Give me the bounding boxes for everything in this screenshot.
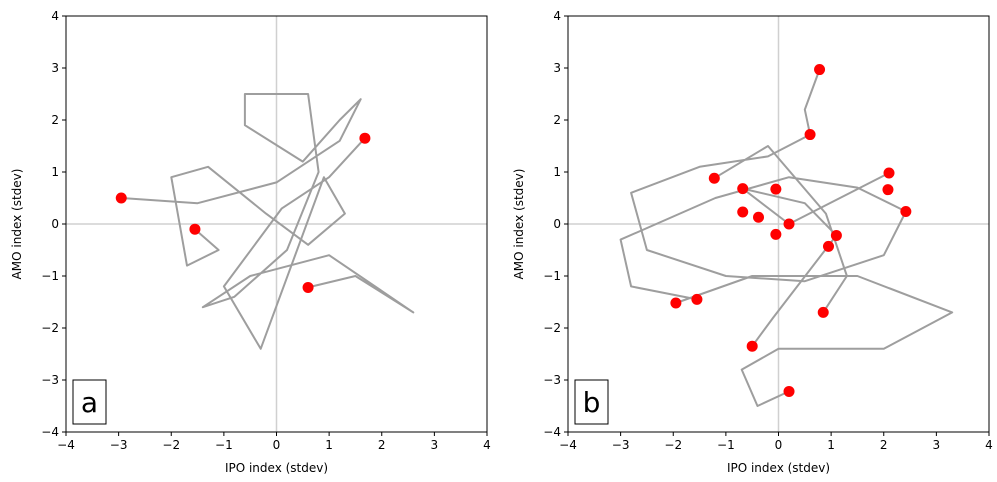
y-tick-label: −1	[543, 269, 561, 283]
y-tick-label: 4	[553, 9, 561, 23]
x-tick-label: −3	[110, 438, 128, 452]
y-tick-label: 0	[553, 217, 561, 231]
point	[770, 183, 782, 195]
y-axis-label: AMO index (stdev)	[512, 169, 526, 280]
y-tick-label: 1	[553, 165, 561, 179]
panel-annotation: b	[583, 386, 601, 419]
annotation-box	[72, 379, 107, 425]
point	[753, 211, 765, 223]
x-tick-label: −4	[559, 438, 577, 452]
x-tick-label: 3	[431, 438, 439, 452]
point	[814, 64, 826, 76]
point	[804, 129, 816, 141]
point	[746, 340, 758, 352]
x-tick-label: −1	[215, 438, 233, 452]
x-tick-label: 0	[775, 438, 783, 452]
point	[737, 206, 749, 218]
point	[830, 229, 842, 241]
point	[737, 183, 749, 195]
y-tick-label: −4	[41, 425, 59, 439]
y-tick-label: −2	[41, 321, 59, 335]
y-tick-label: 2	[51, 113, 59, 127]
x-axis-label: IPO index (stdev)	[225, 461, 328, 475]
x-tick-label: 4	[985, 438, 993, 452]
x-tick-label: 0	[273, 438, 281, 452]
y-tick-label: −3	[543, 373, 561, 387]
x-tick-label: −4	[57, 438, 75, 452]
panel-annotation: a	[81, 386, 98, 419]
y-tick-label: −2	[543, 321, 561, 335]
point	[783, 218, 795, 230]
y-tick-label: −1	[41, 269, 59, 283]
x-tick-label: 1	[827, 438, 835, 452]
y-tick-label: −4	[543, 425, 561, 439]
y-tick-label: 3	[51, 61, 59, 75]
point	[691, 293, 703, 305]
y-tick-label: 1	[51, 165, 59, 179]
point	[670, 297, 682, 309]
x-tick-label: 2	[880, 438, 888, 452]
y-tick-label: 4	[51, 9, 59, 23]
point	[189, 223, 201, 235]
point	[822, 240, 834, 252]
x-tick-label: 3	[933, 438, 941, 452]
annotation-box	[574, 379, 609, 425]
point	[770, 228, 782, 240]
x-tick-label: 2	[378, 438, 386, 452]
x-tick-label: 4	[483, 438, 491, 452]
y-axis-label: AMO index (stdev)	[10, 169, 24, 280]
point	[817, 306, 829, 318]
y-tick-label: 2	[553, 113, 561, 127]
x-tick-label: −3	[612, 438, 630, 452]
point	[359, 132, 371, 144]
x-tick-label: −2	[664, 438, 682, 452]
y-tick-label: −3	[41, 373, 59, 387]
point	[783, 385, 795, 397]
x-tick-label: −2	[162, 438, 180, 452]
y-tick-label: 3	[553, 61, 561, 75]
point	[115, 192, 127, 204]
trajectory	[121, 93, 415, 350]
x-tick-label: −1	[717, 438, 735, 452]
point	[900, 206, 912, 218]
point	[883, 167, 895, 179]
point	[302, 281, 314, 293]
point	[882, 184, 894, 196]
point	[708, 172, 720, 184]
trajectory	[619, 69, 954, 407]
x-tick-label: 1	[325, 438, 333, 452]
y-tick-label: 0	[51, 217, 59, 231]
x-axis-label: IPO index (stdev)	[727, 461, 830, 475]
